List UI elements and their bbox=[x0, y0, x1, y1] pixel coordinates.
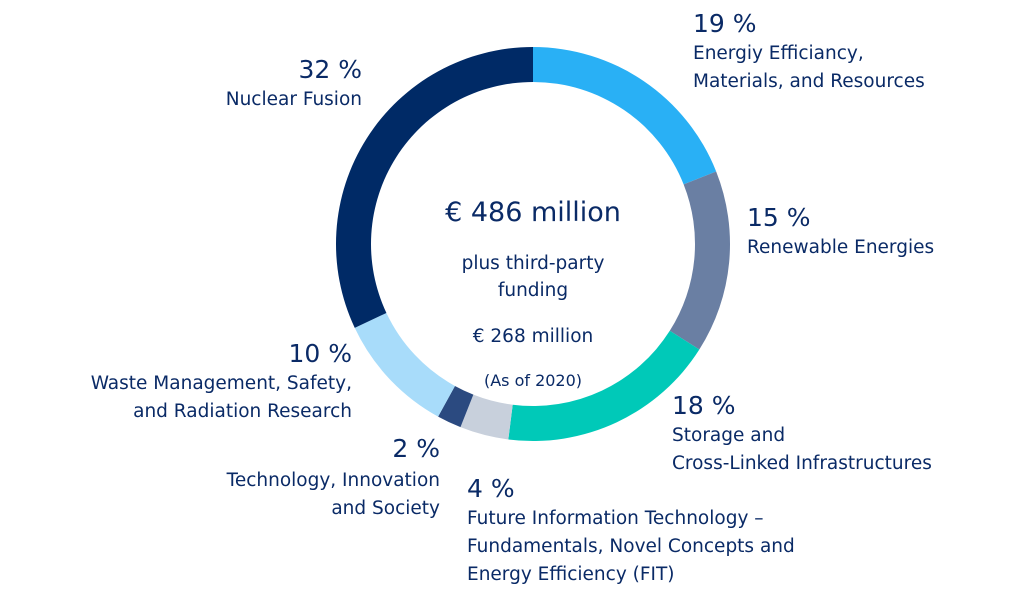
percent-label: 18 % bbox=[672, 391, 736, 420]
donut-segment bbox=[669, 171, 730, 350]
segment-label: 18 % Storage and Cross-Linked Infrastruct… bbox=[672, 390, 932, 478]
segment-label: 19 % Energiy Efficiancy, Materials, and R… bbox=[693, 8, 925, 96]
percent-label: 15 % bbox=[747, 203, 811, 232]
category-label: Future Information Technology – Fundamen… bbox=[467, 508, 795, 585]
center-third-party: € 268 million bbox=[472, 326, 594, 347]
segment-label: 10 % Waste Management, Safety, and Radiat… bbox=[91, 338, 352, 426]
segment-label: 2 % Technology, Innovation and Society bbox=[227, 433, 440, 523]
segment-label: 15 % Renewable Energies bbox=[747, 202, 934, 262]
percent-label: 10 % bbox=[288, 339, 352, 368]
category-label: Renewable Energies bbox=[747, 237, 935, 258]
category-label: Nuclear Fusion bbox=[225, 89, 362, 110]
donut-segment bbox=[336, 47, 533, 328]
donut-segment bbox=[438, 385, 474, 428]
category-label: Waste Management, Safety, and Radiation … bbox=[90, 373, 352, 422]
donut-segment bbox=[533, 47, 717, 185]
center-note: plus third-party funding bbox=[461, 253, 605, 301]
percent-label: 32 % bbox=[298, 55, 362, 84]
percent-label: 4 % bbox=[467, 474, 515, 503]
donut-segment bbox=[354, 312, 455, 417]
category-label: Technology, Innovation and Society bbox=[226, 470, 440, 519]
segment-label: 32 % Nuclear Fusion bbox=[226, 54, 362, 114]
center-date: (As of 2020) bbox=[483, 371, 583, 390]
percent-label: 2 % bbox=[392, 434, 440, 463]
category-label: Storage and Cross-Linked Infrastructures bbox=[672, 425, 932, 474]
segment-label: 4 % Future Information Technology – Funda… bbox=[467, 473, 795, 589]
center-text: € 486 million plus third-party funding €… bbox=[383, 176, 683, 412]
center-total: € 486 million bbox=[445, 197, 621, 228]
category-label: Energiy Efficiancy, Materials, and Resou… bbox=[693, 43, 925, 92]
percent-label: 19 % bbox=[693, 9, 757, 38]
donut-segment bbox=[508, 330, 700, 441]
donut-segment bbox=[460, 394, 513, 440]
